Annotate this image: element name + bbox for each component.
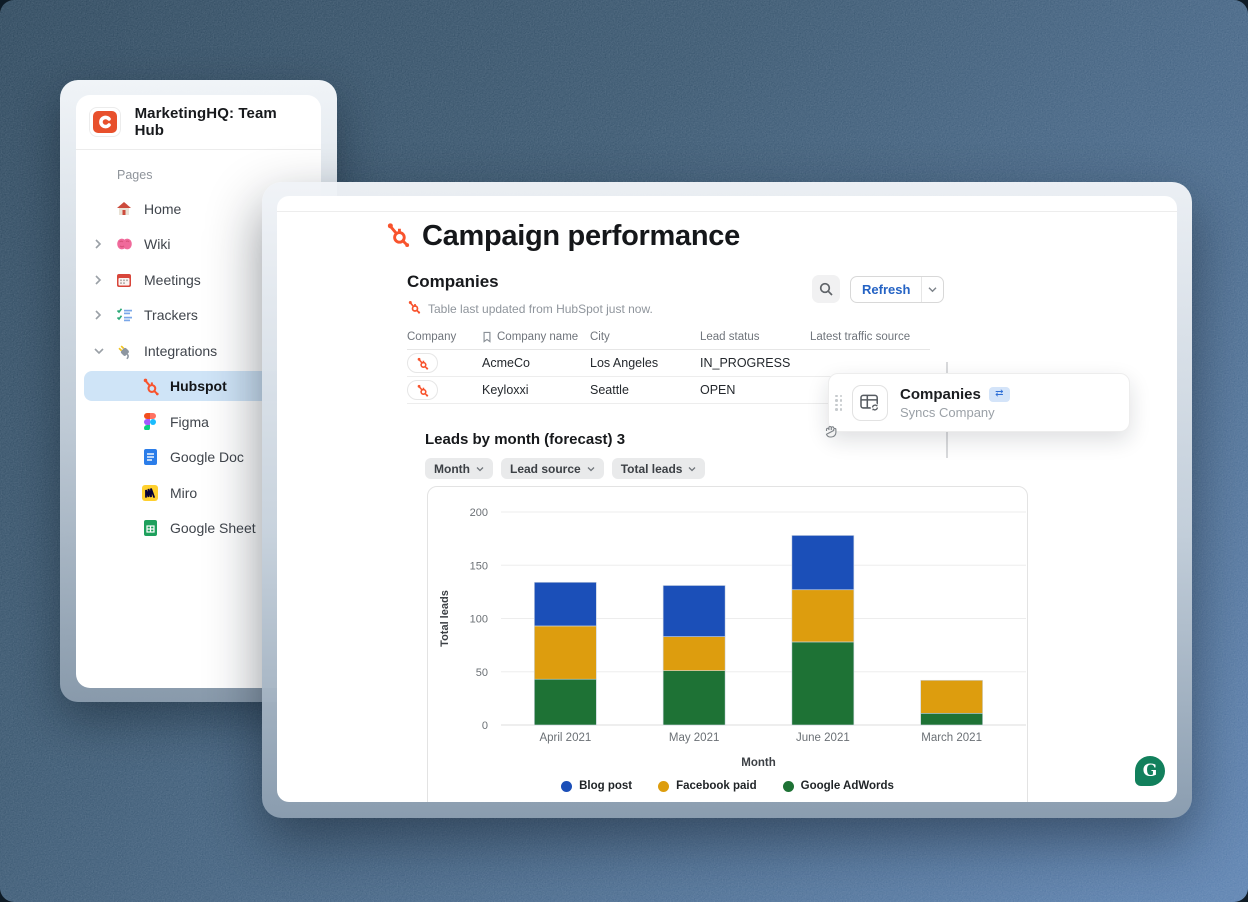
chevron-right-icon[interactable] [94,239,114,249]
cell-lead-status: IN_PROGRESS [700,356,791,370]
stacked-bar-chart: 0 50 100 150 200 April 2021 May 2021 June 2021 M… [439,507,1026,769]
refresh-button[interactable]: Refresh [862,282,911,297]
chevron-down-icon [928,287,937,293]
sidebar-item-label: Google Doc [170,449,244,466]
svg-text:March 2021: March 2021 [921,732,982,744]
cell-lead-status: OPEN [700,383,736,397]
svg-text:June 2021: June 2021 [796,732,850,744]
main-page: Campaign performance Companies Refresh T… [277,196,1177,802]
chevron-down-icon [587,466,595,471]
svg-text:150: 150 [470,560,488,572]
table-sync-icon [852,384,888,421]
sidebar-item-label: Figma [170,413,209,430]
filter-chip-total-leads[interactable]: Total leads [611,458,706,479]
legend-dot [658,780,670,792]
hubspot-icon [384,221,411,253]
hubspot-record-icon [407,353,438,373]
chart-heading: Leads by month (forecast) 3 [425,431,626,448]
cell-city: Seattle [590,383,629,397]
row-count: 3 [616,431,626,448]
page-top-divider [277,211,1177,212]
chevron-down-icon [689,466,696,471]
sidebar-item-label: Meetings [144,271,201,288]
drag-handle-icon[interactable] [835,394,845,411]
chevron-down-icon [476,466,484,471]
sync-card-subtitle: Syncs Company [900,404,995,420]
chevron-down-icon[interactable] [94,347,114,355]
search-button[interactable] [812,275,840,303]
legend-dot [561,780,573,792]
table-header-row: Company Company name City Lead status La… [407,325,930,350]
cell-city: Los Angeles [590,356,659,370]
companies-heading: Companies [407,272,499,291]
legend-item: Google AdWords [782,780,894,792]
hubspot-icon [407,300,421,317]
sidebar-item-label: Home [144,200,182,217]
hubspot-record-icon [407,380,438,400]
svg-text:200: 200 [470,507,488,519]
column-header-company[interactable]: Company [407,331,457,343]
sidebar-item-label: Google Sheet [170,520,256,537]
plug-icon [114,341,134,361]
grammarly-logo[interactable]: G [1135,756,1165,786]
figma-icon [140,412,160,432]
chevron-right-icon[interactable] [94,310,114,320]
column-header-company-name[interactable]: Company name [482,331,590,343]
google-doc-icon [140,447,160,467]
sync-card-title: Companies [900,385,981,403]
brain-icon [114,234,134,254]
filter-chip-lead-source[interactable]: Lead source [500,458,604,479]
google-sheet-icon [140,518,160,538]
column-header-latest-traffic-source[interactable]: Latest traffic source [810,331,911,343]
coda-logo [89,107,121,137]
svg-text:April 2021: April 2021 [539,732,591,744]
leads-chart: 0 50 100 150 200 April 2021 May 2021 June 2021 M… [427,486,1028,802]
grab-cursor-icon [824,425,838,443]
workspace-header[interactable]: MarketingHQ: Team Hub [76,95,321,150]
sync-note: Table last updated from HubSpot just now… [428,301,653,316]
column-header-city[interactable]: City [590,331,610,343]
svg-text:50: 50 [476,667,488,679]
sidebar-item-label: Hubspot [170,378,227,395]
legend-item: Facebook paid [658,780,757,792]
miro-icon [140,483,160,503]
legend-item: Blog post [561,780,632,792]
chart-legend: Blog post Facebook paid Google AdWords [428,780,1027,792]
sidebar-item-label: Miro [170,484,198,501]
calendar-icon [114,270,134,290]
svg-text:Total leads: Total leads [439,590,451,647]
column-header-lead-status[interactable]: Lead status [700,331,760,343]
refresh-dropdown-button[interactable] [921,277,943,302]
page-title: Campaign performance [422,220,740,252]
search-icon [819,282,833,296]
sidebar-item-label: Integrations [144,342,218,359]
svg-text:Month: Month [741,757,775,769]
home-icon [114,199,134,219]
cell-company-name: Keyloxxi [482,383,529,397]
cell-company-name: AcmeCo [482,356,530,370]
sidebar-item-label: Trackers [144,307,198,324]
svg-text:100: 100 [470,614,488,626]
checklist-icon [114,305,134,325]
filter-chip-month[interactable]: Month [425,458,493,479]
workspace-title: MarketingHQ: Team Hub [134,105,277,139]
sync-arrows-badge: ⇄ [988,386,1010,402]
svg-text:May 2021: May 2021 [669,732,720,744]
hubspot-icon [140,376,160,396]
bookmark-icon [483,331,491,343]
chevron-right-icon[interactable] [94,275,114,285]
svg-text:0: 0 [482,720,488,732]
sidebar-item-label: Wiki [144,236,171,253]
legend-dot [782,780,794,792]
companies-sync-card[interactable]: Companies ⇄ Syncs Company [828,373,1130,432]
